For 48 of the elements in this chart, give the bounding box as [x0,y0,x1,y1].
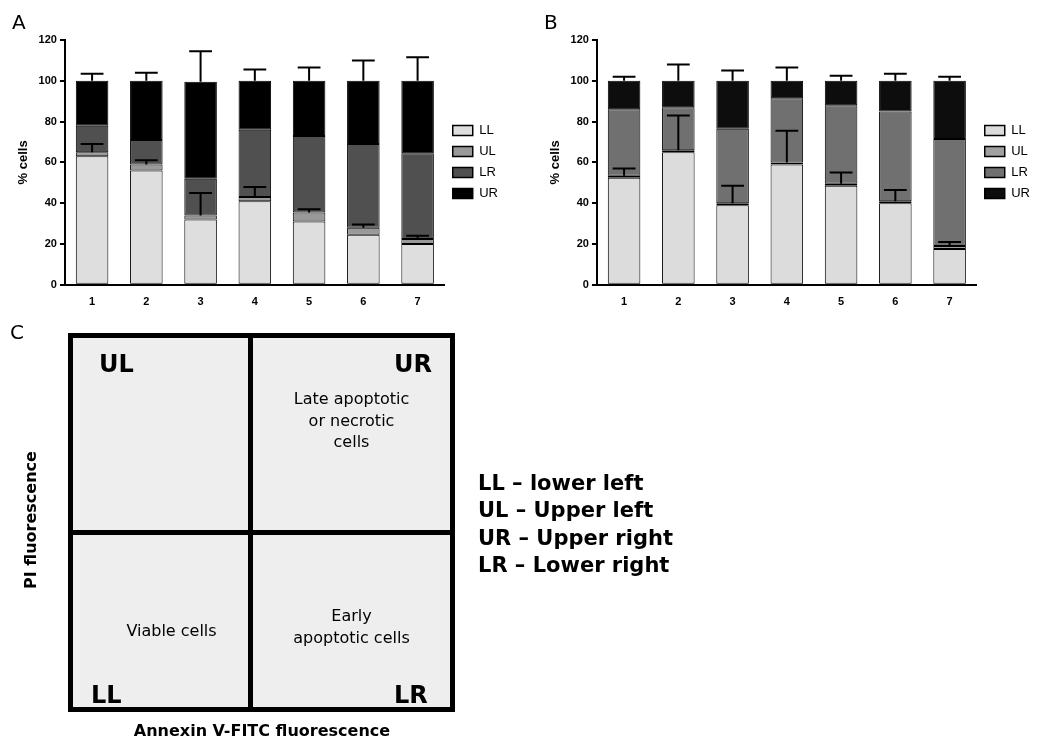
legend-label: UR [479,185,498,201]
x-tick-label: 1 [621,295,628,308]
y-tick-label: 80 [576,114,589,127]
x-tick-label: 4 [783,295,791,308]
x-tick-label: 6 [360,295,367,308]
chart-title: A [12,10,26,35]
quadrant-box: UL UR Late apoptotic or necrotic cells Viable cells Early apoptotic cells LL LR [68,333,455,712]
legend-label: LL [1011,122,1026,138]
y-tick-label: 60 [44,155,57,168]
x-tick-label: 1 [89,295,96,308]
text: UR – Upper right [478,524,673,552]
legend-label: UR [1011,185,1030,201]
x-tick-label: 5 [838,295,845,308]
y-tick-label: 20 [576,237,589,250]
text: C [10,320,24,344]
y-tick-label: 60 [576,155,589,168]
x-tick-label: 5 [306,295,313,308]
x-tick-label: 3 [197,295,204,308]
y-tick-label: 120 [570,33,589,46]
y-tick-label: 80 [44,114,57,127]
text: PI fluorescence [20,451,40,589]
legend-label: LR [1011,164,1028,180]
y-tick-label: 100 [38,73,57,86]
legend-label: LR [479,164,496,180]
y-axis-title: % cells [15,140,31,185]
text: UL – Upper left [478,497,655,525]
x-tick-label: 7 [414,295,421,308]
x-tick-label: 7 [946,295,953,308]
y-tick-label: 40 [44,196,57,209]
legend-label: UL [479,143,496,159]
y-tick-label: 40 [576,196,589,209]
text: LL – lower left [478,470,645,497]
x-tick-label: 2 [675,295,682,308]
legend-label: UL [1011,143,1028,159]
y-tick-label: 120 [38,33,57,46]
x-tick-label: 4 [251,295,259,308]
text: Annexin V-FITC fluorescence [133,720,391,739]
text: LR – Lower right [478,551,671,579]
y-tick-label: 0 [582,277,589,290]
y-tick-label: 20 [44,237,57,250]
x-tick-label: 2 [143,295,150,308]
x-tick-label: 6 [892,295,899,308]
x-tick-label: 3 [729,295,736,308]
legend-label: LL [479,122,494,138]
y-tick-label: 0 [50,277,57,290]
y-axis-title: % cells [547,140,563,185]
y-tick-label: 100 [570,73,589,86]
chart-title: B [544,10,558,35]
